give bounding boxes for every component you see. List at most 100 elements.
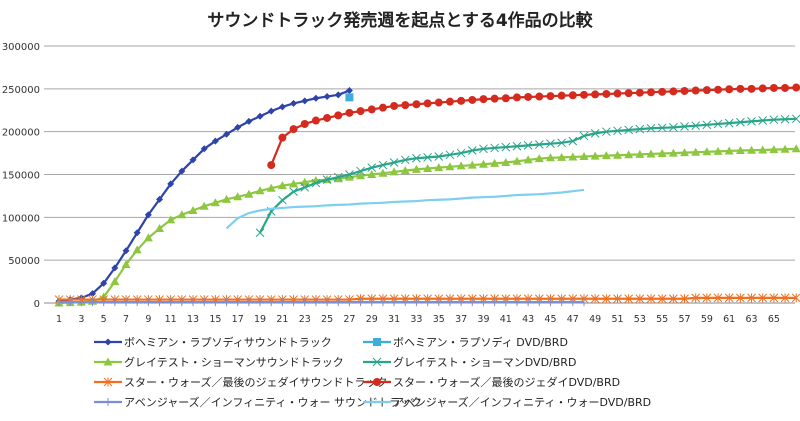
series-3 <box>255 114 800 238</box>
legend-swatch <box>363 378 391 386</box>
series-1 <box>345 93 354 102</box>
data-point <box>579 152 589 161</box>
data-point <box>769 145 779 154</box>
data-point <box>624 125 634 135</box>
data-point <box>557 91 566 100</box>
data-point <box>155 223 165 232</box>
data-point <box>601 294 611 304</box>
legend-label: ボヘミアン・ラプソディ DVD/BRD <box>393 336 568 349</box>
x-tick-label: 45 <box>544 314 556 325</box>
series-7 <box>225 188 585 230</box>
data-point <box>378 103 387 112</box>
data-point <box>210 198 220 207</box>
data-point <box>412 100 421 109</box>
legend-swatch <box>94 377 122 387</box>
data-point <box>289 179 299 188</box>
y-tick-label: 0 <box>34 299 40 310</box>
x-tick-label: 53 <box>634 314 646 325</box>
data-point <box>635 149 645 158</box>
data-point <box>300 177 310 186</box>
data-point <box>278 103 286 111</box>
data-point <box>769 293 779 303</box>
data-point <box>479 144 488 154</box>
data-point <box>735 146 745 155</box>
data-point <box>680 148 690 157</box>
x-tick-label: 55 <box>656 314 668 325</box>
data-point <box>132 245 142 254</box>
data-point <box>189 156 197 164</box>
data-point <box>791 293 800 303</box>
x-tick-label: 49 <box>589 314 601 325</box>
data-point <box>367 105 376 114</box>
data-point <box>490 143 499 153</box>
data-point <box>780 114 790 124</box>
data-point <box>278 195 287 205</box>
x-tick-label: 31 <box>388 314 400 325</box>
data-point <box>411 164 421 173</box>
data-point <box>568 136 578 146</box>
data-point <box>624 89 633 98</box>
legend-item: スター・ウォーズ／最後のジェダイDVD/BRD <box>362 374 620 390</box>
data-point <box>467 160 477 169</box>
x-tick-label: 3 <box>78 314 84 325</box>
legend-swatch <box>94 338 122 346</box>
data-point <box>156 195 164 203</box>
data-point <box>736 84 745 93</box>
data-point <box>725 85 734 94</box>
data-point <box>345 108 354 117</box>
data-point <box>434 152 444 161</box>
x-tick-label: 39 <box>477 314 489 325</box>
series-line <box>259 117 797 234</box>
data-point <box>702 147 712 156</box>
data-point <box>277 181 287 190</box>
data-point <box>311 178 321 188</box>
x-tick-label: 29 <box>366 314 378 325</box>
data-point <box>412 153 421 163</box>
data-point <box>223 130 231 138</box>
data-point <box>89 290 97 298</box>
data-point <box>579 90 588 99</box>
legend-label: アベンジャーズ／インフィニティ・ウォーDVD/BRD <box>393 396 652 409</box>
legend-label: グレイテスト・ショーマンサウンドトラック <box>124 356 344 369</box>
data-point <box>245 117 253 125</box>
data-point <box>769 83 778 92</box>
x-tick-label: 65 <box>768 314 780 325</box>
data-point <box>255 186 265 195</box>
data-point <box>457 96 466 105</box>
data-point <box>590 151 600 160</box>
y-tick-label: 100000 <box>2 213 40 224</box>
data-point <box>657 123 667 133</box>
data-point <box>747 117 756 126</box>
data-point <box>334 91 342 99</box>
data-point <box>535 92 544 101</box>
data-point <box>747 293 756 303</box>
legend-item: ボヘミアン・ラプソディサウンドトラック <box>93 334 332 350</box>
legend-item: グレイテスト・ショーマンDVD/BRD <box>362 354 576 370</box>
x-tick-label: 51 <box>611 314 623 325</box>
data-point <box>434 98 443 107</box>
legend-marker <box>104 338 112 346</box>
data-point <box>613 126 622 136</box>
x-tick-label: 21 <box>276 314 288 325</box>
data-point <box>780 293 790 303</box>
data-point <box>479 95 488 104</box>
data-point <box>512 93 521 102</box>
data-point <box>758 84 767 93</box>
y-tick-label: 50000 <box>8 256 40 267</box>
data-point <box>378 168 388 177</box>
data-point <box>177 210 187 219</box>
y-tick-label: 300000 <box>2 42 40 53</box>
series-0 <box>55 87 353 305</box>
data-point <box>624 294 634 304</box>
chart-title: サウンドトラック発売週を起点とする4作品の比較 <box>207 11 593 31</box>
y-tick-label: 200000 <box>2 128 40 139</box>
data-point <box>512 156 522 165</box>
legend-item: ボヘミアン・ラプソディ DVD/BRD <box>362 334 568 350</box>
data-point <box>333 174 343 183</box>
data-point <box>356 166 365 176</box>
series-line <box>225 188 585 230</box>
legend-marker <box>372 357 382 367</box>
data-point <box>613 294 622 304</box>
data-point <box>390 101 399 110</box>
